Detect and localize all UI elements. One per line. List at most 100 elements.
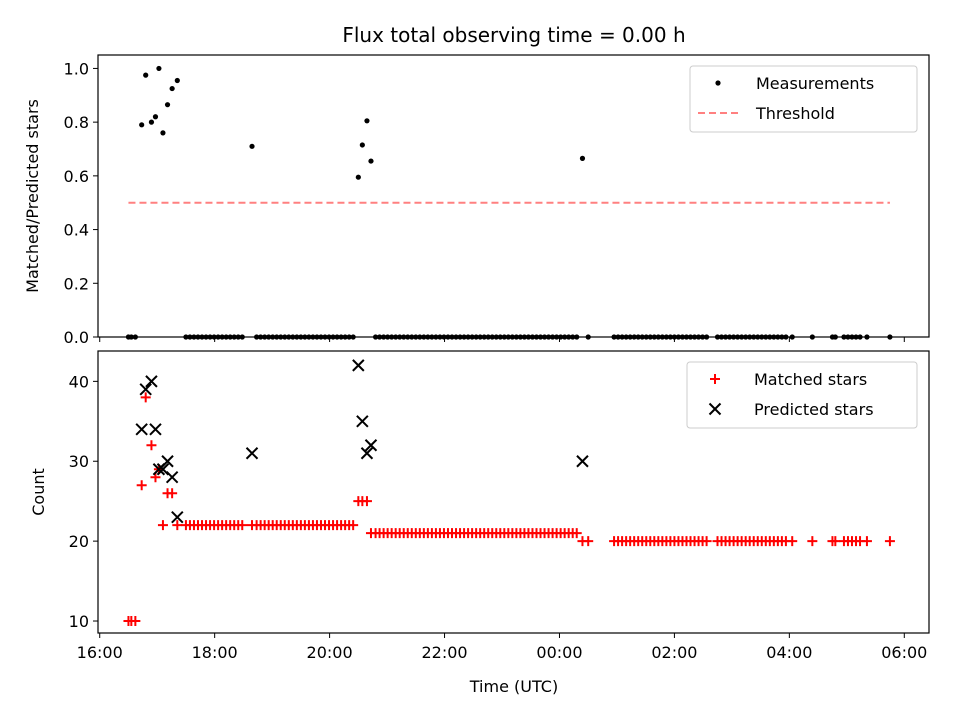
- y-tick-label: 0.6: [64, 167, 89, 186]
- data-point: [136, 480, 147, 491]
- x-tick-label: 06:00: [881, 643, 927, 662]
- y-tick-label: 0.4: [64, 221, 89, 240]
- data-point: [191, 334, 197, 340]
- x-tick-label: 04:00: [766, 643, 812, 662]
- data-point: [298, 334, 304, 340]
- data-point: [549, 334, 556, 340]
- data-point: [714, 334, 721, 340]
- data-point: [148, 119, 155, 125]
- data-point: [485, 334, 491, 340]
- data-point: [845, 334, 851, 340]
- data-point: [360, 447, 374, 460]
- data-point: [743, 334, 749, 340]
- data-point: [631, 334, 637, 340]
- data-point: [755, 334, 761, 340]
- data-point: [671, 334, 678, 340]
- data-point: [425, 334, 431, 340]
- data-point: [338, 334, 344, 340]
- data-point: [211, 334, 217, 340]
- data-point: [493, 334, 499, 340]
- data-point: [361, 496, 372, 507]
- data-point: [449, 334, 455, 340]
- data-point: [481, 334, 487, 340]
- legend: Measurements Threshold: [689, 65, 918, 133]
- data-point: [533, 334, 540, 340]
- data-point: [529, 334, 536, 340]
- data-point: [647, 334, 653, 340]
- data-point: [302, 334, 308, 340]
- data-point: [235, 334, 241, 340]
- data-point: [223, 334, 229, 340]
- data-point: [545, 334, 552, 340]
- data-point: [726, 334, 733, 340]
- data-point: [278, 334, 284, 340]
- data-point: [405, 334, 411, 340]
- data-point: [517, 334, 523, 340]
- data-point: [771, 334, 777, 340]
- data-point: [566, 334, 572, 340]
- data-point: [227, 334, 233, 340]
- series-measurements: [125, 65, 893, 340]
- data-point: [409, 334, 415, 340]
- data-point: [174, 77, 180, 84]
- data-point: [562, 334, 568, 340]
- data-point: [489, 334, 495, 340]
- data-point: [809, 334, 815, 340]
- data-point: [171, 510, 184, 524]
- data-point: [473, 334, 479, 340]
- top-y-axis-label: Matched/Predicted stars: [23, 99, 42, 293]
- data-point: [146, 440, 157, 451]
- data-point: [505, 334, 511, 340]
- data-point: [156, 65, 162, 72]
- data-point: [731, 334, 737, 340]
- data-point: [718, 334, 725, 340]
- data-point: [433, 334, 439, 340]
- data-point: [172, 520, 183, 531]
- data-point: [355, 174, 361, 180]
- bottom-y-axis-label: Count: [29, 468, 48, 516]
- data-point: [294, 334, 300, 340]
- bottom-x-axis-label: Time (UTC): [469, 677, 558, 696]
- y-tick-label: 20: [69, 532, 89, 551]
- data-point: [310, 334, 316, 340]
- legend-label: Matched stars: [754, 370, 867, 389]
- data-point: [199, 334, 205, 340]
- data-point: [393, 334, 399, 340]
- y-tick-label: 0.0: [64, 328, 89, 347]
- data-point: [887, 334, 893, 340]
- data-point: [679, 334, 686, 340]
- data-point: [364, 439, 378, 452]
- data-point: [368, 158, 374, 164]
- data-point: [149, 423, 162, 436]
- data-point: [789, 334, 795, 340]
- data-point: [130, 616, 141, 627]
- data-point: [326, 334, 332, 340]
- data-point: [359, 142, 365, 148]
- data-point: [830, 536, 841, 547]
- data-point: [183, 334, 189, 340]
- data-point: [160, 130, 166, 136]
- data-point: [453, 334, 459, 340]
- top-panel: 0.0 0.2 0.4 0.6 0.8 1.0 Measurements Threshold: [64, 54, 930, 347]
- data-point: [161, 455, 174, 468]
- x-tick-label: 00:00: [536, 643, 582, 662]
- data-point: [537, 334, 544, 340]
- axes-frame: [97, 350, 930, 634]
- data-point: [635, 334, 641, 340]
- data-point: [775, 334, 781, 340]
- data-point: [841, 334, 847, 340]
- data-point: [334, 334, 340, 340]
- data-point: [417, 334, 423, 340]
- data-point: [735, 334, 741, 340]
- data-point: [663, 334, 669, 340]
- data-point: [207, 334, 213, 340]
- data-point: [699, 334, 706, 340]
- data-point: [783, 334, 789, 340]
- data-point: [203, 334, 209, 340]
- y-tick-label: 1.0: [64, 59, 89, 78]
- legend-marker: [715, 80, 721, 86]
- data-point: [513, 334, 519, 340]
- data-point: [245, 447, 259, 460]
- data-point: [346, 334, 352, 340]
- legend-label: Measurements: [756, 74, 874, 93]
